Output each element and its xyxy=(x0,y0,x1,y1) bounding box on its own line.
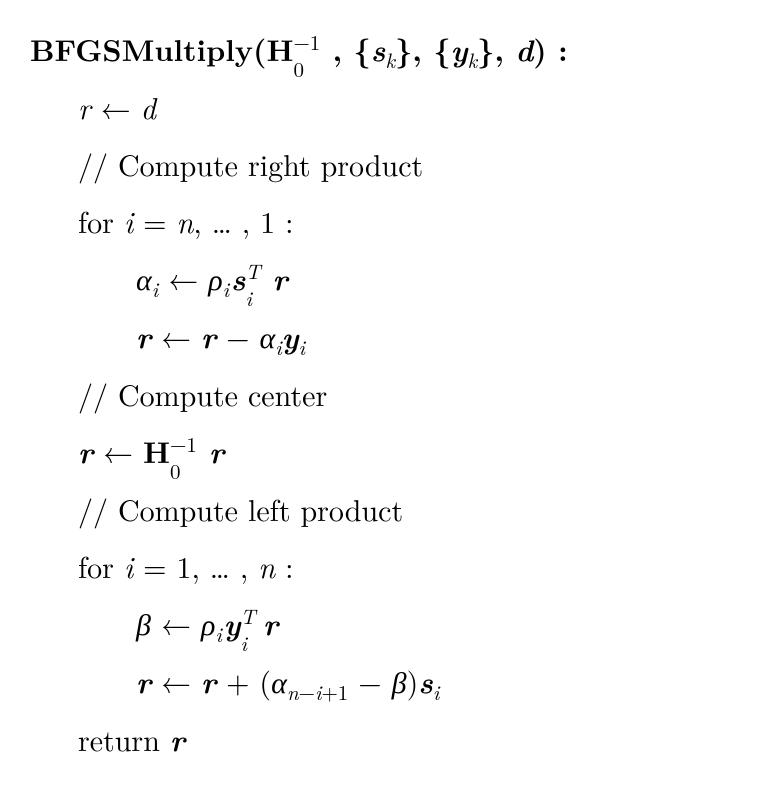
algorithm-pseudocode: BFGSMultiply(H−10, {sk}, {yk}, d) : r ← … xyxy=(30,20,738,768)
line-return: return r xyxy=(30,710,738,768)
line-r-plus: r ← r + (αn−i+1 − β)si xyxy=(30,652,738,710)
algorithm-title: BFGSMultiply(H−10, {sk}, {yk}, d) : xyxy=(30,20,738,78)
line-alpha-assign: αi ← ρi sTir xyxy=(30,249,738,307)
line-beta-assign: β ← ρi yTir xyxy=(30,594,738,652)
line-center-mult: r ← H−10r xyxy=(30,422,738,480)
for-loop-right: for i = n, … , 1 : xyxy=(30,192,738,249)
comment-right-product: // Compute right product xyxy=(30,135,738,192)
line-init: r ← d xyxy=(30,78,738,135)
comment-center: // Compute center xyxy=(30,365,738,422)
comment-left-product: // Compute left product xyxy=(30,480,738,537)
for-loop-left: for i = 1, … , n : xyxy=(30,537,738,594)
line-r-minus: r ← r − αiyi xyxy=(30,307,738,365)
